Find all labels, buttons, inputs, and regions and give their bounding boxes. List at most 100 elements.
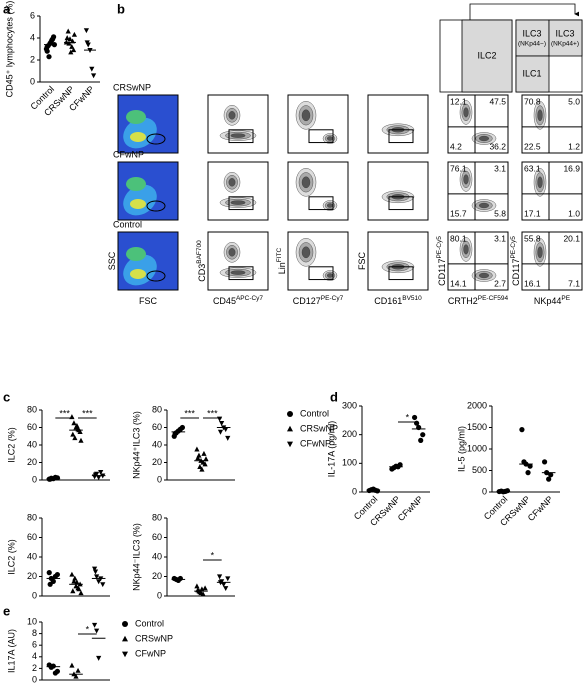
contour xyxy=(537,176,543,189)
quadrant-value: 20.1 xyxy=(563,233,580,243)
quadrant-value: 1.2 xyxy=(568,141,580,151)
y-axis-label: IL-17A (pg/ml) xyxy=(326,421,336,478)
y-tick-label: 2000 xyxy=(467,400,487,410)
flow-plot xyxy=(447,231,509,291)
y-axis-label: IL-5 (pg/ml) xyxy=(456,426,466,472)
row-label: Control xyxy=(113,219,142,229)
quadrant-value: 14.1 xyxy=(450,278,467,288)
flow-plot xyxy=(207,94,269,154)
plot-frame xyxy=(287,94,349,154)
point xyxy=(525,470,531,476)
point xyxy=(197,464,203,469)
point xyxy=(541,459,548,465)
density xyxy=(130,132,146,142)
point xyxy=(66,40,72,46)
point xyxy=(44,44,50,50)
plot-frame xyxy=(287,161,349,221)
point xyxy=(92,569,99,575)
quadrant-value: 16.9 xyxy=(563,163,580,173)
point xyxy=(91,566,98,572)
point xyxy=(69,43,75,49)
point xyxy=(47,581,53,587)
contour xyxy=(479,135,490,142)
y-tick-label: 80 xyxy=(27,404,37,414)
panel-label: b xyxy=(117,1,125,16)
density xyxy=(130,269,146,279)
significance-label: * xyxy=(406,412,410,422)
gate-label: (NKp44+) xyxy=(551,41,579,48)
panel-label: c xyxy=(3,389,10,404)
y-tick-label: 200 xyxy=(342,429,357,439)
point xyxy=(46,54,52,60)
row-label: CFwNP xyxy=(113,149,144,159)
y-axis-label: NKp44⁻ILC3 (%) xyxy=(131,523,141,591)
point xyxy=(78,437,84,443)
point xyxy=(74,579,80,585)
gate xyxy=(228,129,254,144)
quadrant-value: 16.1 xyxy=(524,278,541,288)
gate xyxy=(228,196,254,211)
y-axis-label-sup: PE-Cy5 xyxy=(510,236,517,259)
flow-plot xyxy=(207,231,269,291)
quadrant-value: 80.1 xyxy=(450,233,467,243)
point xyxy=(65,28,71,34)
quadrant-value: 12.1 xyxy=(450,96,467,106)
contour xyxy=(463,244,469,255)
y-axis-label-sup: PE-Cy5 xyxy=(436,236,443,259)
y-axis-label-sup: FITC xyxy=(276,247,283,262)
y-tick-label: 2 xyxy=(30,54,35,64)
gate xyxy=(388,129,414,144)
contour xyxy=(301,246,311,259)
plot-frame xyxy=(207,231,269,291)
legend-marker xyxy=(122,621,128,627)
quadrant-value: 36.2 xyxy=(489,141,506,151)
point xyxy=(96,579,102,585)
y-tick-label: 20 xyxy=(27,571,37,581)
legend-label: Control xyxy=(300,408,329,418)
point xyxy=(195,455,201,461)
point xyxy=(71,31,77,37)
point xyxy=(397,462,403,468)
point xyxy=(418,437,424,443)
point xyxy=(70,431,76,437)
point xyxy=(68,49,74,55)
plot-frame xyxy=(521,231,583,291)
y-tick-label: 40 xyxy=(27,551,37,561)
point xyxy=(177,575,183,582)
gate xyxy=(146,270,166,282)
contour xyxy=(327,273,334,278)
x-axis-label-sup: BV510 xyxy=(402,295,422,302)
y-tick-label: 80 xyxy=(152,512,162,522)
y-tick-label: 0 xyxy=(157,474,162,484)
quadrant-value: 7.1 xyxy=(568,278,580,288)
point xyxy=(548,472,554,478)
point xyxy=(83,28,89,34)
point xyxy=(527,463,533,469)
x-axis-label: FSC xyxy=(139,296,158,306)
y-axis-label: CD117PE-Cy5 xyxy=(510,236,522,286)
contour xyxy=(230,133,246,138)
significance-label: *** xyxy=(184,408,195,418)
quadrant-value: 3.1 xyxy=(494,163,506,173)
y-axis-label: ILC2 (%) xyxy=(6,427,16,463)
contour xyxy=(537,109,543,122)
x-axis-label-main: NKp44 xyxy=(534,296,562,306)
gate xyxy=(388,196,414,211)
point xyxy=(70,588,76,594)
legend-marker xyxy=(287,425,293,432)
y-axis-label: CD117PE-Cy5 xyxy=(436,236,448,286)
quadrant-value: 17.1 xyxy=(524,208,541,218)
y-tick-label: 40 xyxy=(27,439,37,449)
point xyxy=(73,673,79,679)
flow-plot xyxy=(447,161,509,221)
legend-label: CRSwNP xyxy=(135,633,173,643)
flow-plot xyxy=(367,161,429,221)
point xyxy=(223,427,229,433)
y-tick-label: 1500 xyxy=(467,422,487,432)
density xyxy=(126,177,146,191)
significance-label: *** xyxy=(207,408,218,418)
point xyxy=(216,574,223,580)
legend-marker xyxy=(122,635,128,642)
gate xyxy=(388,266,414,281)
